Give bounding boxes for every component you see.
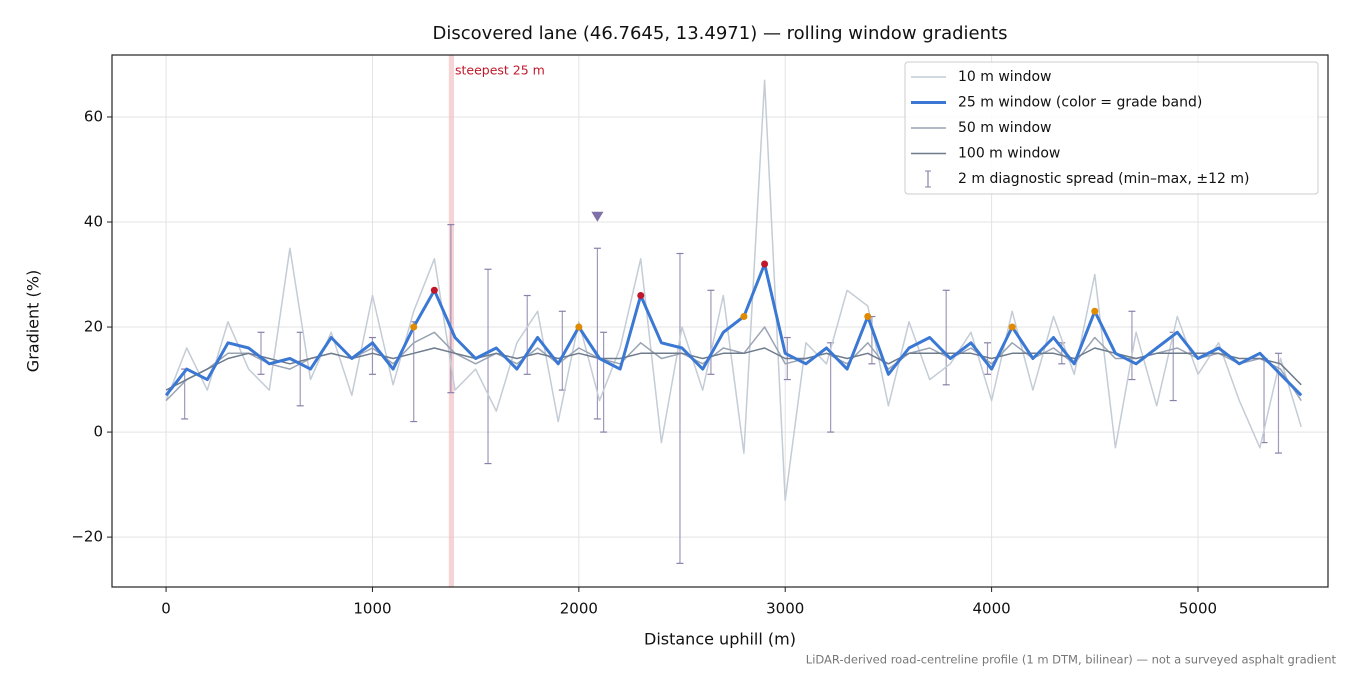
highlight-label: steepest 25 m: [455, 63, 545, 78]
x-tick-label: 2000: [560, 600, 598, 618]
plot-frame: [111, 54, 1329, 588]
legend-box: [904, 61, 1319, 195]
peak-marker: [591, 211, 604, 222]
grade-band-point: [864, 313, 872, 321]
grade-band-point: [410, 323, 418, 331]
y-tick-label: 20: [84, 318, 103, 336]
x-tick-label: 4000: [973, 600, 1011, 618]
grade-band-point: [637, 292, 645, 300]
grade-band-point: [1091, 307, 1099, 315]
grade-band-point: [1008, 323, 1016, 331]
footnote: LiDAR-derived road-centreline profile (1…: [806, 653, 1337, 667]
x-tick-label: 0: [161, 600, 171, 618]
x-axis-label: Distance uphill (m): [644, 630, 796, 649]
x-tick-label: 1000: [353, 600, 391, 618]
legend-label: 25 m window (color = grade band): [958, 95, 1202, 111]
y-axis-label: Gradient (%): [24, 270, 43, 372]
y-tick-label: 0: [93, 423, 103, 441]
x-tick-label: 5000: [1179, 600, 1217, 618]
grade-band-point: [740, 313, 748, 321]
y-tick-label: 40: [84, 213, 103, 231]
grade-band-point: [430, 286, 438, 294]
legend-label: 2 m diagnostic spread (min–max, ±12 m): [958, 171, 1249, 187]
chart-title: Discovered lane (46.7645, 13.4971) — rol…: [433, 23, 1008, 44]
legend-label: 50 m window: [958, 120, 1051, 136]
legend-label: 100 m window: [958, 146, 1060, 162]
series-line: [164, 262, 1303, 397]
y-tick-label: 60: [84, 107, 103, 125]
series-line: [165, 79, 1302, 502]
x-tick-label: 3000: [766, 600, 804, 618]
y-tick-label: −20: [71, 528, 103, 546]
grade-band-point: [575, 323, 583, 331]
legend: 10 m window 25 m window (color = grade ba…: [904, 61, 1319, 195]
legend-label: 10 m window: [958, 69, 1051, 85]
grade-band-point: [761, 260, 769, 268]
